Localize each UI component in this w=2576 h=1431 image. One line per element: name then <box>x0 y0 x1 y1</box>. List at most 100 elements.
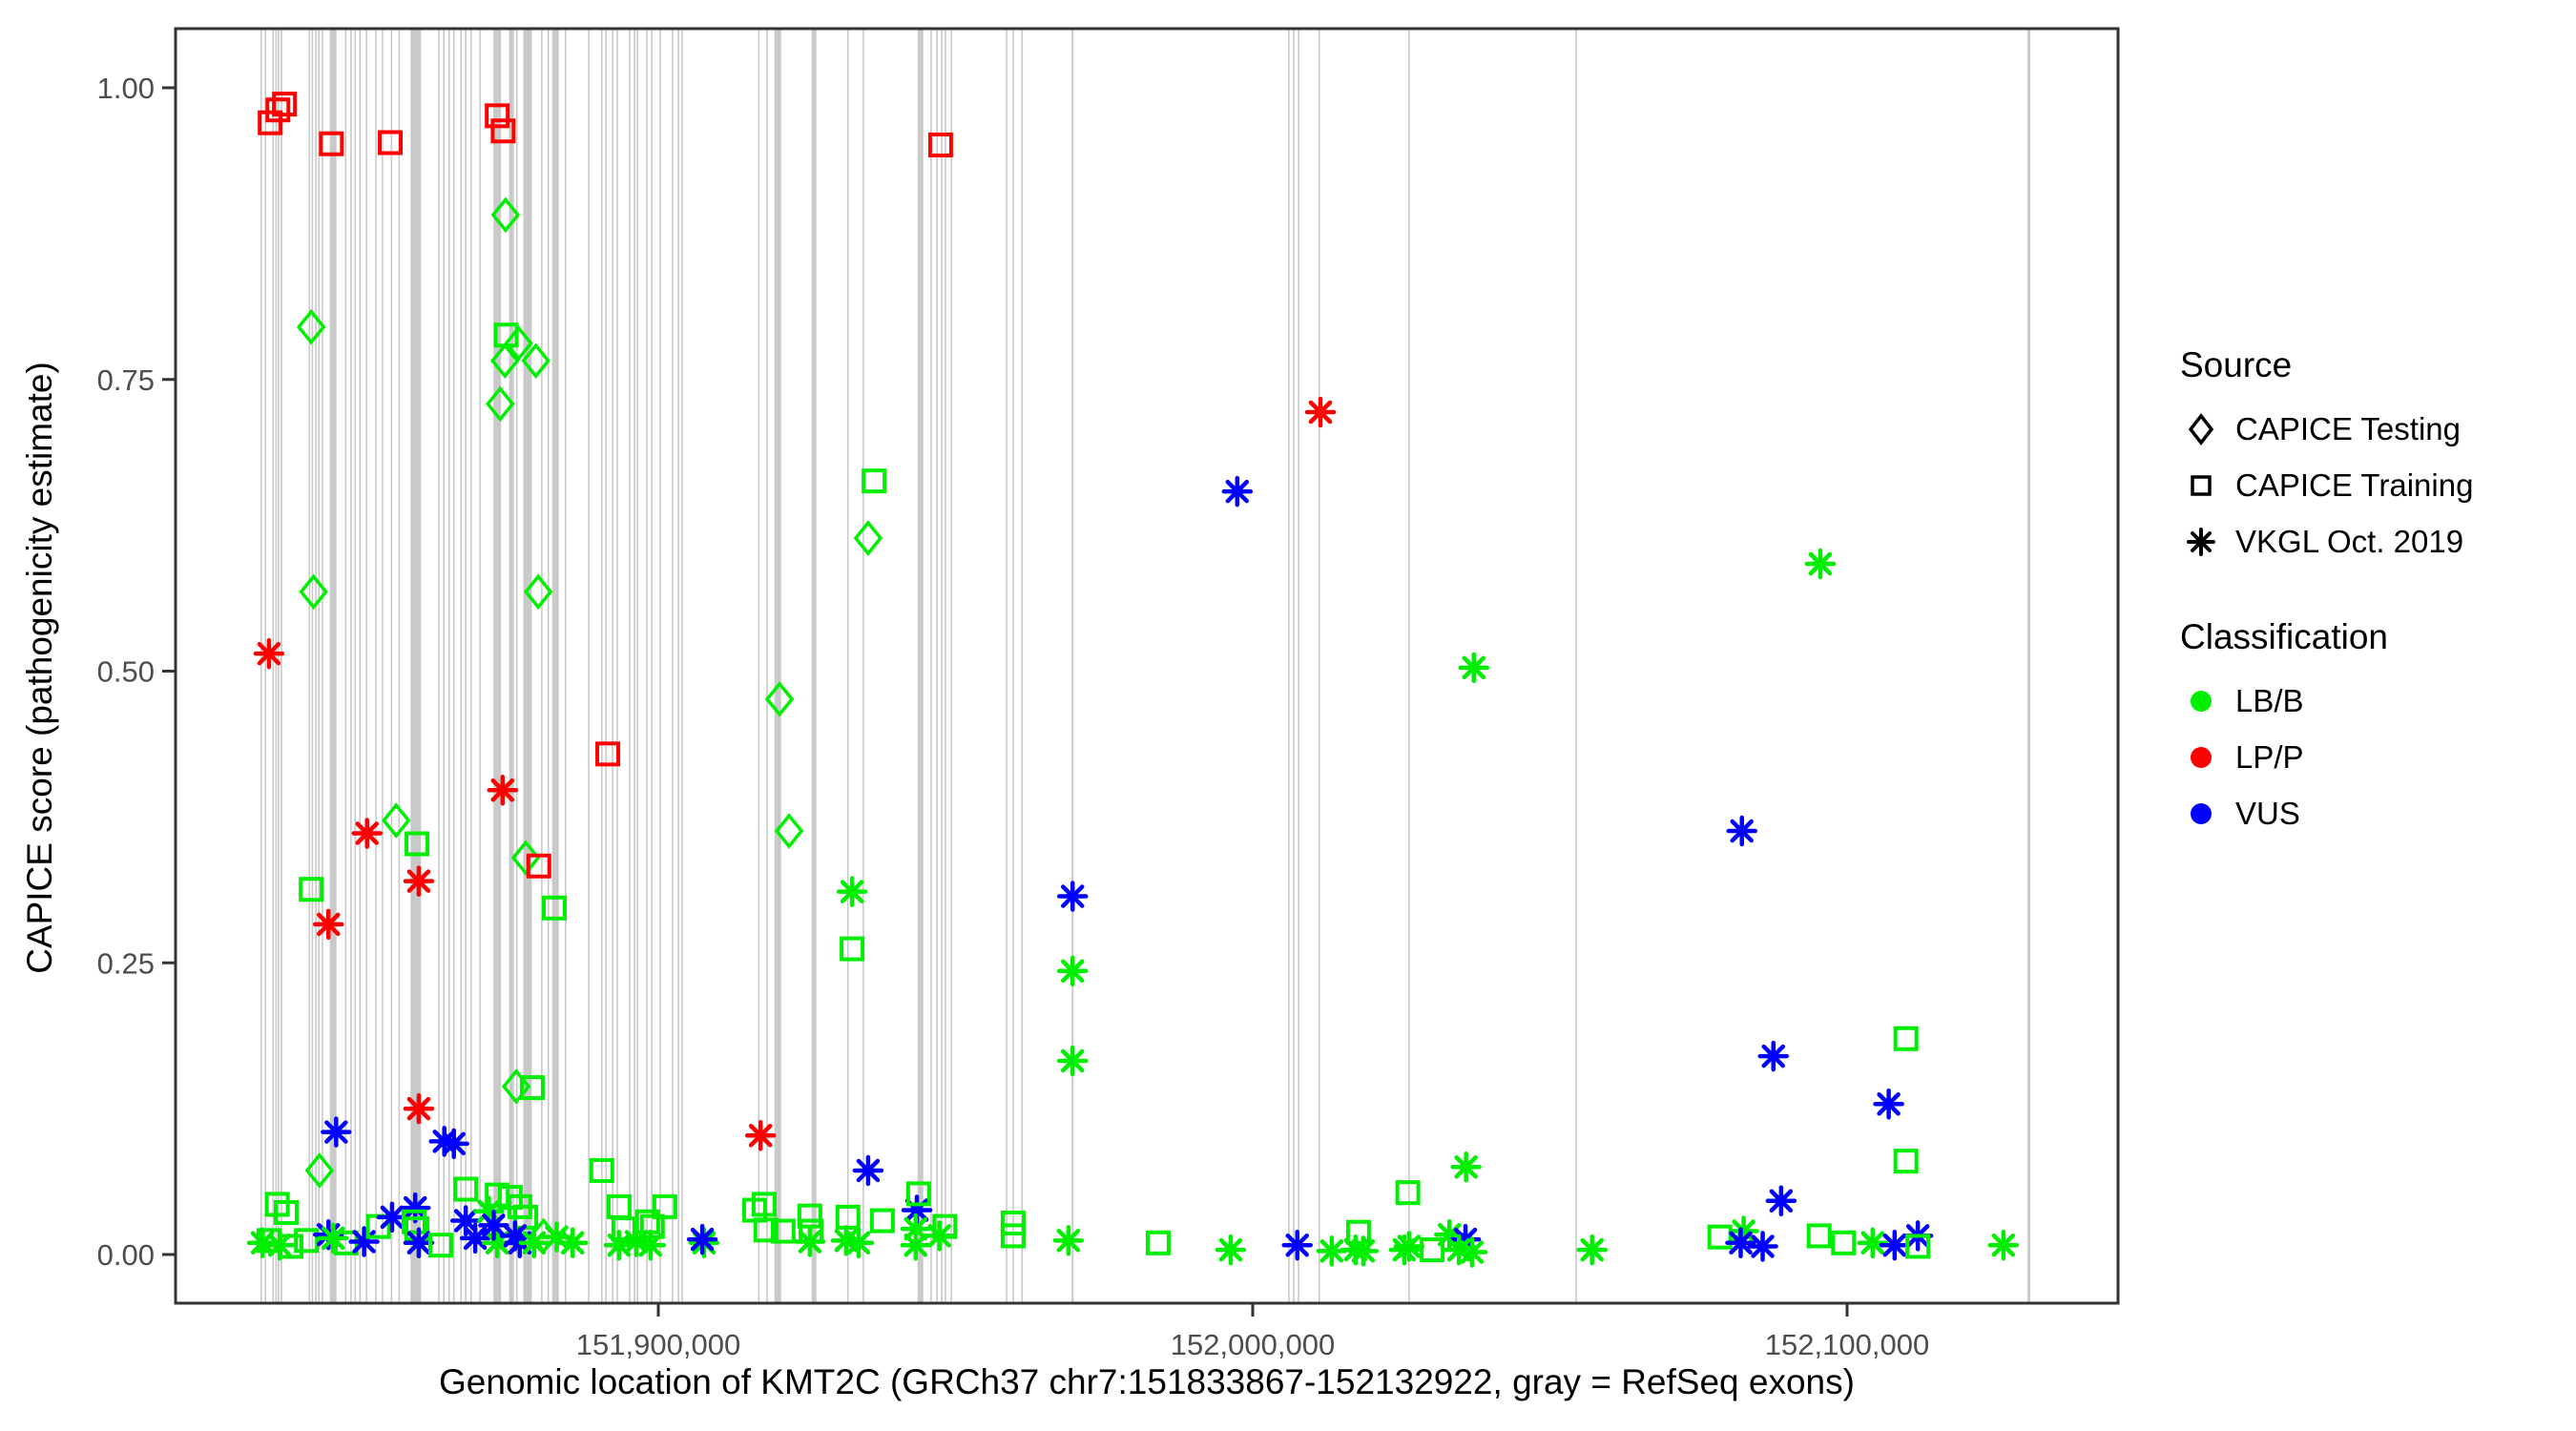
data-point-asterisk <box>312 908 344 941</box>
data-point-square <box>751 1192 777 1217</box>
data-point-square <box>265 97 291 123</box>
data-point-asterisk <box>1747 1231 1778 1262</box>
data-point-asterisk <box>1393 1231 1425 1262</box>
legend-item-source: CAPICE Training <box>2180 457 2571 513</box>
data-point-asterisk <box>403 1227 435 1259</box>
data-point-square <box>272 92 298 117</box>
data-point-square <box>405 831 430 857</box>
refseq-exon-line <box>651 30 653 1302</box>
refseq-exon-line <box>1408 30 1410 1302</box>
x-tick-label: 151,900,000 <box>576 1328 740 1361</box>
data-point-asterisk <box>1304 396 1337 428</box>
refseq-exon-line <box>629 30 631 1302</box>
refseq-exon-line <box>315 30 317 1302</box>
data-point-asterisk <box>1281 1229 1313 1261</box>
x-tick-label: 152,000,000 <box>1171 1328 1335 1361</box>
data-point-asterisk <box>518 1227 551 1259</box>
data-point-diamond <box>382 802 411 839</box>
data-point-square <box>1905 1234 1931 1259</box>
data-point-square <box>932 1213 958 1239</box>
refseq-exon-line <box>588 30 590 1302</box>
data-point-asterisk <box>473 1195 505 1227</box>
data-point-asterisk <box>459 1222 491 1255</box>
refseq-exon-line <box>493 30 502 1302</box>
legend-key <box>2180 793 2222 835</box>
refseq-exon-line <box>1071 30 1074 1302</box>
data-point-asterisk <box>852 1154 884 1187</box>
data-point-diamond <box>764 681 795 717</box>
data-point-square <box>639 1213 665 1239</box>
data-point-asterisk <box>1221 475 1254 508</box>
refseq-exon-line <box>460 30 462 1302</box>
panel-border <box>174 27 2120 1305</box>
data-point-diamond <box>296 308 326 345</box>
data-point-asterisk <box>900 1213 932 1245</box>
refseq-exon-line <box>308 30 311 1302</box>
data-point-diamond <box>501 1068 531 1105</box>
refseq-exon-line <box>1006 30 1008 1302</box>
legend-item-source: CAPICE Testing <box>2180 401 2571 457</box>
refseq-exon-line <box>659 30 661 1302</box>
legend-classification-items: LB/B LP/P VUS <box>2180 673 2571 841</box>
data-point-asterisk <box>794 1226 826 1257</box>
refseq-exon-line <box>612 30 613 1302</box>
data-point-asterisk <box>1725 1227 1756 1259</box>
dot-key-icon <box>2191 802 2212 824</box>
refseq-exon-line <box>636 30 638 1302</box>
data-point-square <box>1831 1230 1857 1255</box>
refseq-exon-line <box>1318 30 1320 1302</box>
legend-source-items: CAPICE Testing CAPICE Training VKGL Oct. 2… <box>2180 401 2571 570</box>
data-point-square <box>274 1199 300 1225</box>
data-point-diamond <box>304 1152 335 1189</box>
data-point-asterisk <box>348 1226 380 1257</box>
legend: Source CAPICE Testing CAPICE Training VKGL… <box>2180 345 2571 841</box>
data-point-asterisk <box>1433 1218 1465 1251</box>
refseq-exon-line <box>465 30 467 1302</box>
refseq-exon-line <box>646 30 648 1302</box>
legend-item-label: LP/P <box>2235 738 2304 775</box>
data-point-square <box>652 1193 677 1219</box>
refseq-exon-line <box>272 30 275 1302</box>
legend-key <box>2180 465 2222 507</box>
data-point-square <box>1145 1230 1171 1255</box>
y-axis-title: CAPICE score (pathogenicity estimate) <box>20 362 59 974</box>
data-point-asterisk <box>836 876 868 907</box>
refseq-exon-line <box>930 30 932 1302</box>
refseq-exon-line <box>280 30 282 1302</box>
refseq-exon-line <box>605 30 607 1302</box>
data-point-square <box>869 1208 895 1234</box>
refseq-exon-line <box>681 30 683 1302</box>
data-point-asterisk <box>901 1194 933 1226</box>
data-point-diamond <box>523 573 553 611</box>
data-point-diamond <box>504 325 533 362</box>
data-point-asterisk <box>317 1222 349 1255</box>
data-point-square <box>299 877 324 902</box>
data-point-square <box>490 118 516 144</box>
data-point-asterisk <box>744 1120 777 1151</box>
data-point-asterisk <box>1879 1229 1911 1261</box>
refseq-exon-line <box>677 30 679 1302</box>
diamond-key-icon <box>2188 412 2214 446</box>
refseq-exon-line <box>601 30 603 1302</box>
data-point-asterisk <box>1576 1234 1608 1266</box>
data-point-asterisk <box>1052 1225 1085 1256</box>
data-point-square <box>905 1181 931 1207</box>
refseq-exon-line <box>375 30 377 1302</box>
data-point-square <box>753 1217 779 1243</box>
data-point-asterisk <box>900 1229 932 1261</box>
data-point-square <box>1707 1224 1733 1250</box>
data-point-asterisk <box>1449 1223 1482 1255</box>
refseq-exon-line <box>1021 30 1024 1302</box>
data-point-square <box>595 741 621 767</box>
refseq-exon-line <box>766 30 768 1302</box>
refseq-exon-line <box>469 30 472 1302</box>
data-point-square <box>526 853 551 879</box>
data-point-asterisk <box>1443 1234 1475 1266</box>
legend-item-classification: VUS <box>2180 785 2571 841</box>
data-point-asterisk <box>634 1229 667 1261</box>
refseq-exon-line <box>811 30 817 1302</box>
legend-item-label: CAPICE Testing <box>2235 410 2461 446</box>
refseq-exon-line <box>390 30 393 1302</box>
data-point-asterisk <box>1765 1185 1797 1216</box>
